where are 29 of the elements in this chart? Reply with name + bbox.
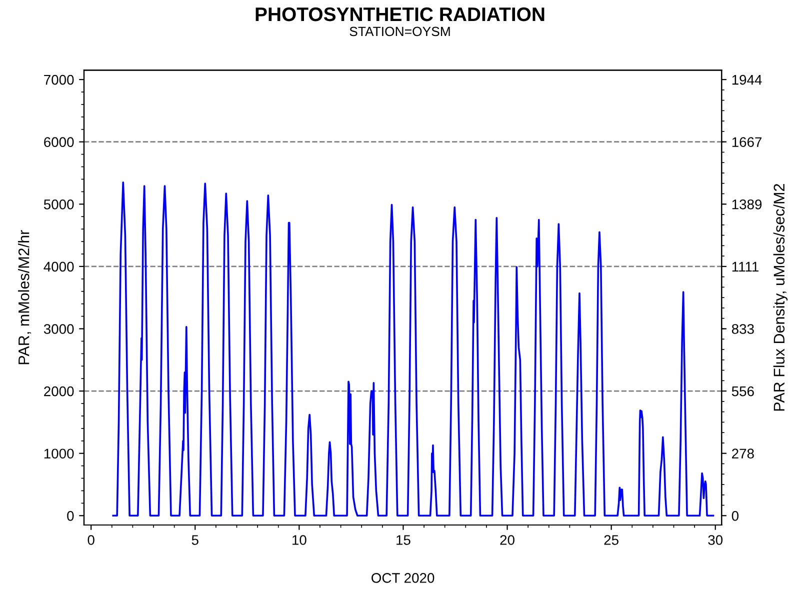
x-axis-title: OCT 2020	[372, 573, 434, 583]
chart-title: PHOTOSYNTHETIC RADIATION	[256, 7, 544, 22]
x-tick-label: 20	[500, 535, 514, 545]
y-tick-label: 4000	[44, 262, 74, 272]
y2-axis-title: PAR Flux Density, uMoles/sec/M2	[773, 184, 788, 411]
y2-tick-label: 556	[732, 386, 754, 396]
y-tick-label: 0	[67, 510, 74, 521]
y2-tick-label: 1389	[732, 199, 762, 210]
y-axis-title: PAR, mMoles/M2/hr	[18, 230, 32, 364]
x-tick-label: 0	[88, 535, 94, 545]
y-tick-label: 6000	[44, 137, 74, 148]
y2-tick-label: 1111	[732, 262, 758, 272]
y-tick-label: 3000	[44, 324, 74, 334]
x-tick-label: 30	[708, 535, 723, 545]
y-tick-label: 1000	[44, 448, 74, 459]
y-tick-label: 5000	[44, 199, 74, 210]
y2-tick-label: 1944	[732, 74, 762, 85]
y-tick-label: 2000	[44, 386, 74, 396]
chart-subtitle: STATION=OYSM	[350, 26, 450, 36]
x-tick-label: 25	[604, 535, 618, 545]
x-tick-label: 15	[396, 535, 410, 545]
y2-tick-label: 1667	[732, 137, 762, 148]
y2-tick-label: 0	[732, 510, 739, 521]
line-series	[112, 181, 714, 517]
x-tick-label: 5	[192, 535, 198, 545]
y-tick-label: 7000	[44, 74, 74, 85]
y2-tick-label: 833	[732, 324, 754, 334]
y2-tick-label: 278	[732, 448, 754, 459]
x-tick-label: 10	[292, 535, 306, 545]
